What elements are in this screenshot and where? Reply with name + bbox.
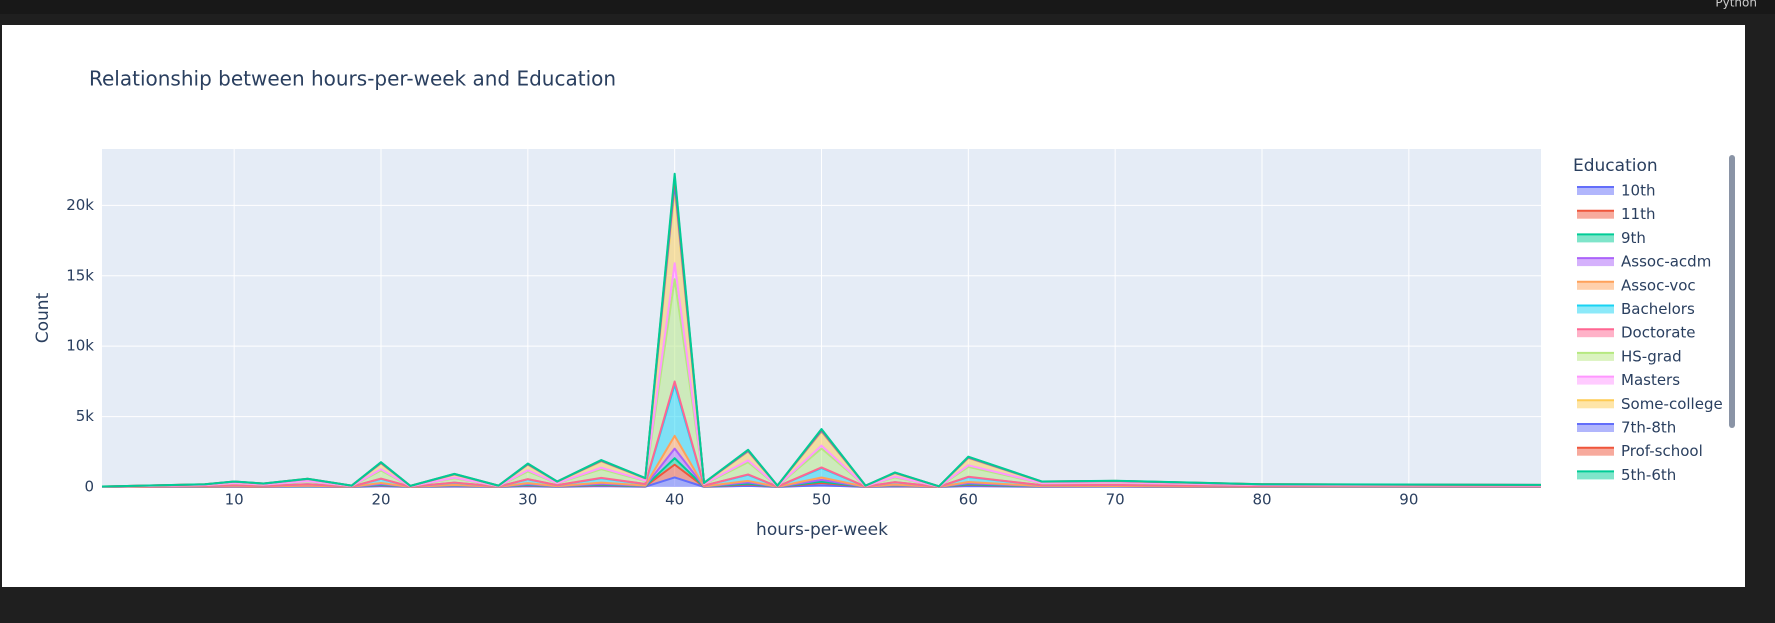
y-tick-label: 20k — [66, 196, 94, 214]
area-line — [101, 262, 1542, 488]
x-tick-label: 50 — [812, 491, 831, 509]
legend-label[interactable]: Some-college — [1621, 395, 1723, 413]
x-tick-label: 10 — [225, 491, 244, 509]
y-tick-label: 10k — [66, 337, 94, 355]
legend-scrollbar[interactable] — [1729, 155, 1735, 428]
area-line — [101, 172, 1542, 488]
legend-swatch[interactable] — [1577, 305, 1614, 314]
legend-swatch[interactable] — [1577, 400, 1614, 409]
x-axis-label: hours-per-week — [756, 520, 888, 540]
legend-swatch[interactable] — [1577, 258, 1614, 267]
y-axis-label: Count — [33, 292, 53, 343]
x-tick-label: 60 — [959, 491, 978, 509]
areas — [101, 172, 1542, 488]
x-tick-label: 30 — [518, 491, 537, 509]
x-tick-label: 90 — [1399, 491, 1418, 509]
legend-label[interactable]: HS-grad — [1621, 347, 1682, 365]
legend-label[interactable]: Prof-school — [1621, 442, 1703, 460]
y-tick-label: 0 — [84, 478, 94, 496]
legend-label[interactable]: 10th — [1621, 182, 1655, 200]
top-bar — [0, 0, 1775, 14]
x-tick-label: 80 — [1252, 491, 1271, 509]
legend-swatch[interactable] — [1577, 352, 1614, 361]
area-line — [101, 380, 1542, 488]
legend-swatch[interactable] — [1577, 376, 1614, 385]
legend-swatch[interactable] — [1577, 471, 1614, 480]
labels: 0 5k 10k 15k 20k 10 20 30 40 50 60 70 80 90 — [66, 196, 1418, 509]
legend-label[interactable]: Doctorate — [1621, 324, 1696, 342]
legend-label[interactable]: 11th — [1621, 205, 1655, 223]
legend-label[interactable]: Assoc-acdm — [1621, 253, 1711, 271]
legend-swatch[interactable] — [1577, 234, 1614, 243]
x-tick-label: 20 — [371, 491, 390, 509]
x-tick-label: 40 — [665, 491, 684, 509]
legend-label[interactable]: Assoc-voc — [1621, 276, 1696, 294]
legend-swatch[interactable] — [1577, 187, 1614, 195]
legend-swatch[interactable] — [1577, 210, 1614, 219]
legend-swatch[interactable] — [1577, 447, 1614, 456]
legend: Education 10th 11th 9th Assoc-acdm Assoc-voc B… — [1573, 156, 1723, 484]
legend-label[interactable]: 7th-8th — [1621, 419, 1676, 437]
legend-swatch[interactable] — [1577, 424, 1614, 432]
legend-title: Education — [1573, 156, 1658, 176]
x-tick-label: 70 — [1106, 491, 1125, 509]
legend-label[interactable]: Masters — [1621, 371, 1680, 389]
chart-title: Relationship between hours-per-week and … — [89, 67, 616, 91]
y-tick-label: 15k — [66, 266, 94, 284]
y-tick-label: 5k — [76, 407, 95, 425]
legend-label[interactable]: 5th-6th — [1621, 466, 1676, 484]
legend-label[interactable]: Bachelors — [1621, 300, 1695, 318]
legend-swatch[interactable] — [1577, 329, 1614, 338]
cell-language: Python — [1715, 0, 1757, 10]
legend-label[interactable]: 9th — [1621, 229, 1646, 247]
legend-swatch[interactable] — [1577, 281, 1614, 290]
